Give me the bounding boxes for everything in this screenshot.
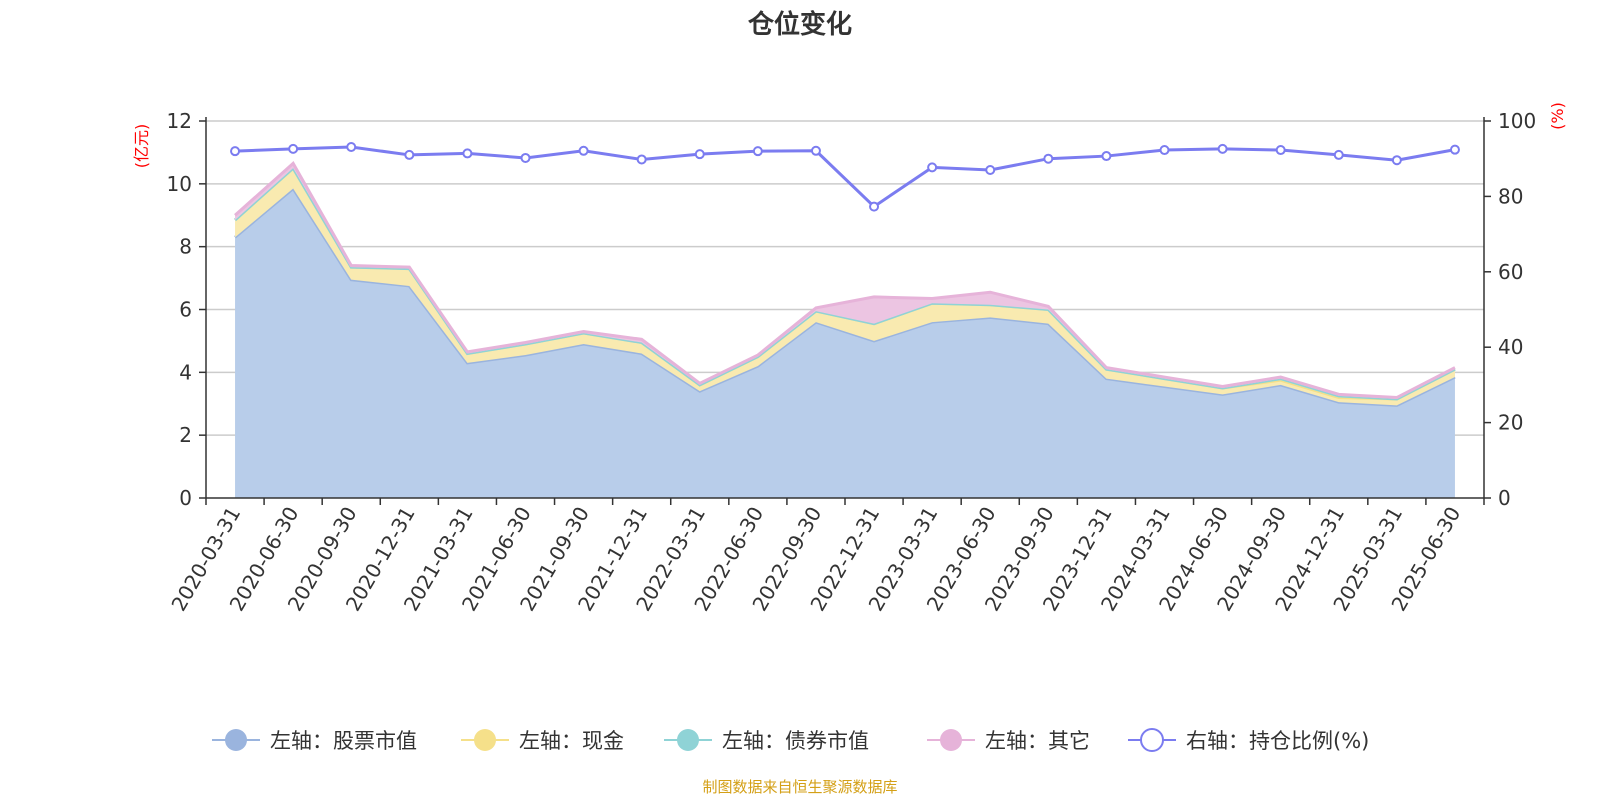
legend-marker: [677, 729, 699, 751]
legend-label: 左轴：现金: [519, 729, 624, 753]
left-axis-unit: (亿元): [132, 124, 151, 169]
left-axis-tick-label: 8: [179, 235, 192, 259]
ratio-point: [869, 201, 880, 212]
left-axis-tick-label: 0: [179, 486, 192, 510]
ratio-point: [1217, 143, 1228, 154]
left-axis-tick-label: 10: [167, 172, 192, 196]
ratio-point: [927, 162, 938, 173]
ratio-point: [578, 145, 589, 156]
ratio-point: [694, 149, 705, 160]
ratio-point: [462, 148, 473, 159]
ratio-point: [1159, 145, 1170, 156]
area-左轴：现金: [235, 168, 1455, 406]
right-axis-tick-label: 0: [1498, 486, 1511, 510]
ratio-point: [810, 145, 821, 156]
ratio-point: [985, 165, 996, 176]
ratio-line-path: [234, 145, 1456, 209]
area-line-左轴：其它: [234, 161, 1456, 399]
chart-title: 仓位变化: [747, 9, 852, 40]
legend-marker: [225, 729, 247, 751]
ratio-line: [230, 142, 1460, 212]
legend-label: 左轴：其它: [985, 729, 1090, 753]
left-axis-tick-label: 12: [167, 109, 192, 133]
legend-label: 右轴：持仓比例(%): [1186, 729, 1369, 753]
stacked-areas: [234, 161, 1456, 498]
right-axis-tick-label: 20: [1498, 411, 1523, 435]
legend-marker: [940, 729, 962, 751]
legend-label: 左轴：债券市值: [722, 729, 869, 753]
ratio-point: [1333, 149, 1344, 160]
right-axis-tick-label: 80: [1498, 184, 1523, 208]
ratio-point: [230, 146, 241, 157]
ratio-point: [288, 143, 299, 154]
ratio-point: [1275, 145, 1286, 156]
left-axis-tick-label: 4: [179, 360, 192, 384]
right-axis-tick-label: 40: [1498, 335, 1523, 359]
left-axis-tick-label: 6: [179, 298, 192, 322]
ratio-point: [752, 146, 763, 157]
area-左轴：股票市值: [235, 188, 1455, 498]
ratio-point: [636, 154, 647, 165]
ratio-point: [1101, 151, 1112, 162]
ratio-point: [1043, 153, 1054, 164]
right-axis-tick-label: 60: [1498, 260, 1523, 284]
ratio-point: [520, 152, 531, 163]
right-axis-unit: (%): [1548, 102, 1567, 130]
right-axis-tick-label: 100: [1498, 109, 1536, 133]
legend-marker: [474, 729, 496, 751]
ratio-point: [1449, 144, 1460, 155]
ratio-point: [1391, 155, 1402, 166]
left-axis-tick-label: 2: [179, 423, 192, 447]
legend-label: 左轴：股票市值: [270, 729, 417, 753]
legend-marker: [1140, 728, 1164, 752]
data-source-note: 制图数据来自恒生聚源数据库: [702, 778, 897, 796]
legend: 左轴：股票市值 左轴：现金 左轴：债券市值 左轴：其它 右轴：持仓比例(%): [212, 728, 1369, 753]
ratio-point: [346, 142, 357, 153]
ratio-point: [404, 149, 415, 160]
